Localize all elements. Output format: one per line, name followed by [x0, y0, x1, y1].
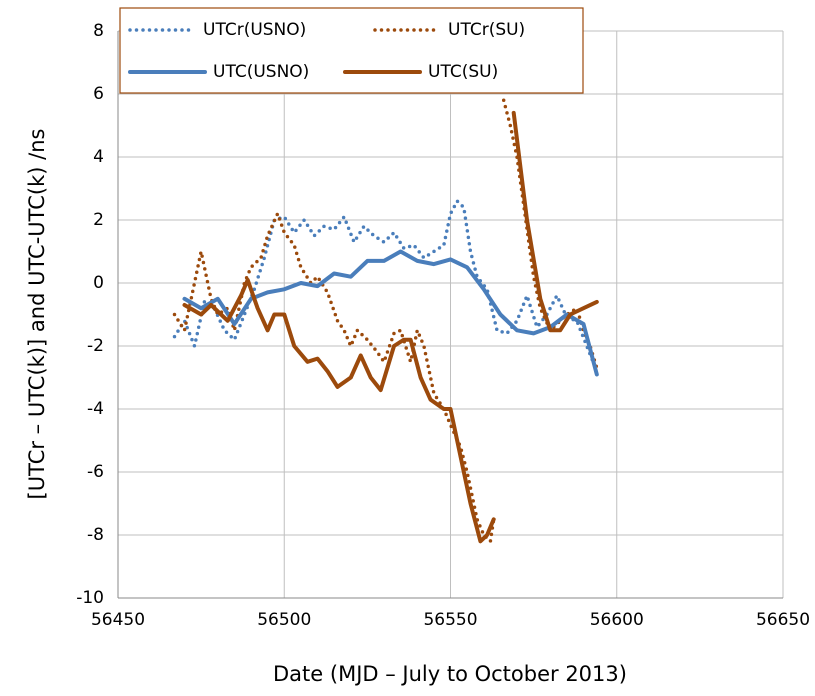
y-tick-label: 8 [93, 21, 104, 41]
y-tick-label: 4 [93, 147, 104, 167]
y-tick-label: -8 [87, 525, 104, 545]
x-axis-title: Date (MJD – July to October 2013) [273, 662, 627, 686]
legend-label: UTCr(USNO) [203, 20, 306, 40]
x-tick-label: 56600 [590, 610, 644, 630]
y-tick-label: -6 [87, 462, 104, 482]
y-tick-label: 6 [93, 84, 104, 104]
y-tick-label: -4 [87, 399, 104, 419]
x-tick-label: 56500 [257, 610, 311, 630]
legend-box [119, 7, 584, 94]
legend-label: UTC(USNO) [213, 62, 309, 82]
y-tick-label: 2 [93, 210, 104, 230]
x-tick-label: 56550 [423, 610, 477, 630]
y-tick-label: -2 [87, 336, 104, 356]
y-tick-label: -10 [76, 588, 104, 608]
legend-label: UTCr(SU) [448, 20, 525, 40]
y-tick-label: 0 [93, 273, 104, 293]
legend-label: UTC(SU) [428, 62, 498, 82]
y-axis-title: [UTCr – UTC(k)] and UTC-UTC(k) /ns [25, 129, 49, 500]
series-line [182, 110, 599, 544]
x-tick-label: 56650 [756, 610, 810, 630]
x-tick-label: 56450 [91, 610, 145, 630]
